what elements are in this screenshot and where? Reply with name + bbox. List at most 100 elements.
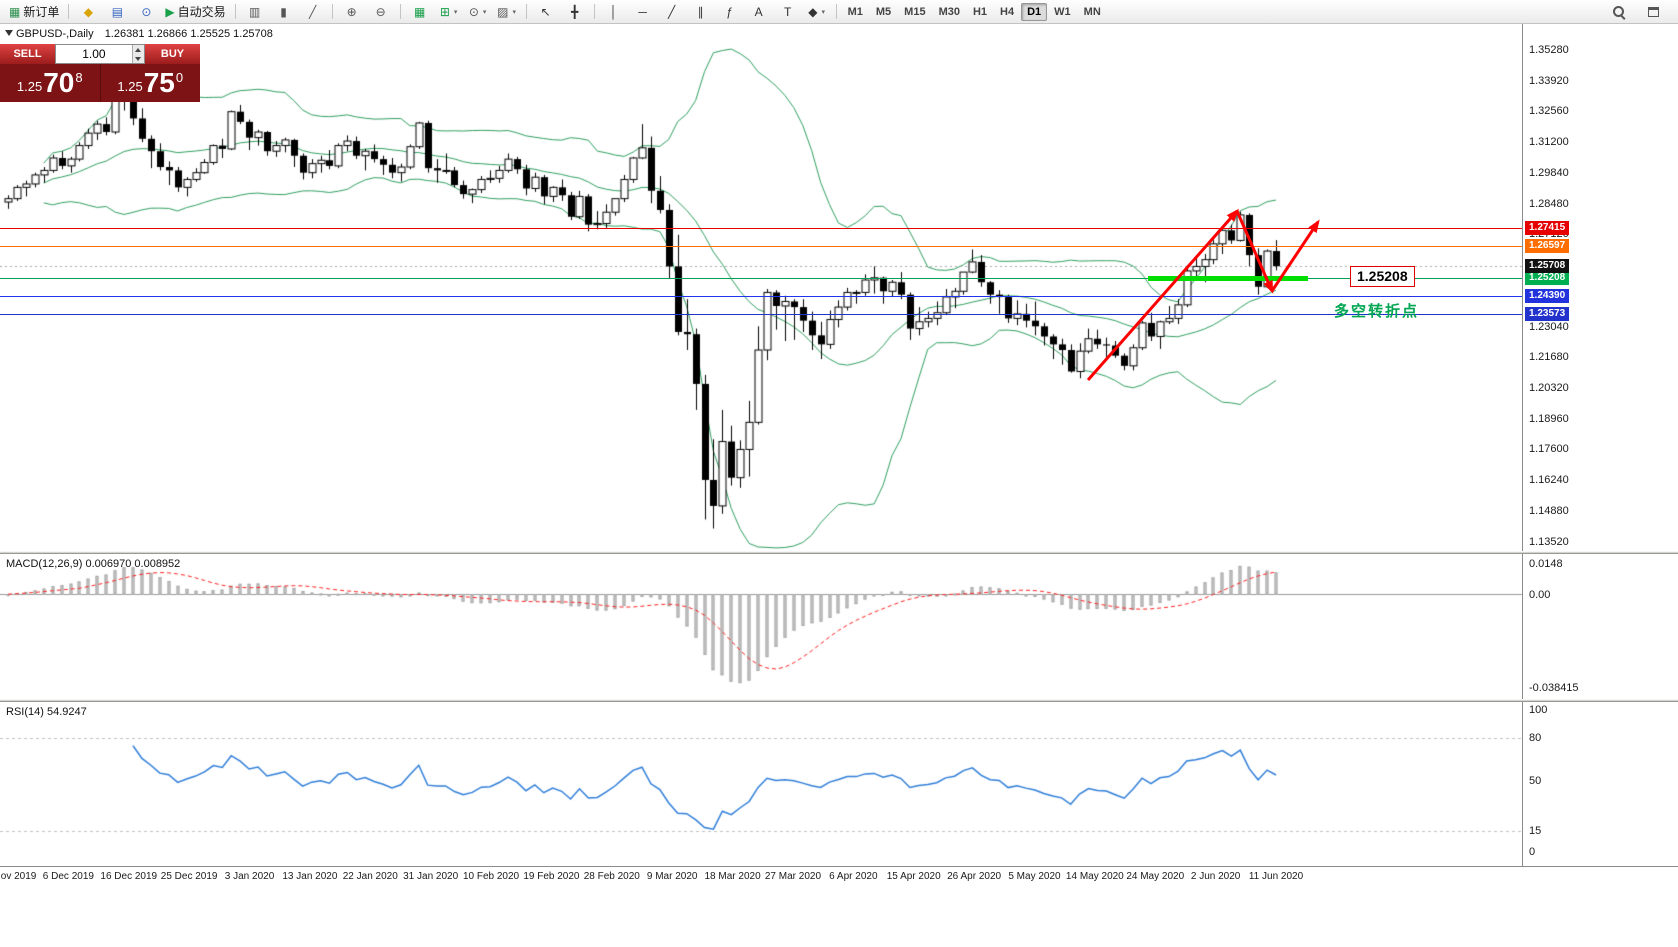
timeframe-button-M15[interactable]: M15	[904, 5, 926, 18]
toolbar-separator	[68, 4, 70, 19]
bottom-filler	[0, 886, 1678, 947]
sell-price-button[interactable]: 1.25 70 8	[0, 64, 101, 102]
panel-splitter[interactable]	[0, 699, 1678, 702]
candlestick-chart-icon[interactable]: ▮	[270, 1, 298, 23]
sell-button[interactable]: SELL	[0, 44, 55, 64]
line-chart-icon[interactable]: ╱	[299, 1, 327, 23]
buy-price-prefix: 1.25	[117, 79, 143, 94]
volume-up-button[interactable]	[132, 45, 144, 54]
cursor-icon[interactable]: ↖	[532, 1, 560, 23]
price-axis[interactable]: 1.27415 1.26597 1.25208 1.24390 1.23573 1.257…	[1522, 24, 1678, 551]
rsi-axis-label: 0	[1529, 846, 1536, 858]
x-axis-label: 16 Dec 2019	[100, 871, 158, 882]
horizontal-line-icon: ─	[638, 4, 647, 19]
vertical-line-icon: │	[609, 4, 618, 19]
tile-windows-icon[interactable]: ▦	[406, 1, 434, 23]
rsi-axis-label: 100	[1529, 704, 1548, 716]
macd-axis[interactable]: 0.0148 0.00 -0.038415	[1522, 554, 1678, 699]
y-axis-label: 1.28480	[1529, 197, 1569, 210]
candlestick-chart-icon: ▮	[280, 4, 287, 19]
main-chart-panel: GBPUSD-,Daily 1.26381 1.26866 1.25525 1.…	[0, 24, 1678, 551]
indicators-icon[interactable]: ⊞ ▾	[435, 1, 463, 23]
trendline-icon[interactable]: ╱	[658, 1, 686, 23]
y-axis-label: 1.14880	[1529, 504, 1569, 517]
timeframe-button-MN[interactable]: MN	[1083, 5, 1101, 18]
horizontal-line-1.27415[interactable]	[0, 228, 1522, 229]
trend-arrow[interactable]	[1270, 219, 1320, 292]
channel-icon: ∥	[697, 4, 704, 19]
new-order-button[interactable]: ▦ 新订单	[5, 1, 63, 23]
fibonacci-icon[interactable]: ƒ	[716, 1, 744, 23]
horizontal-line-1.24390[interactable]	[0, 296, 1522, 297]
sell-price-big: 70	[43, 67, 75, 98]
new-window-button[interactable]	[1639, 1, 1667, 23]
zoom-in-icon[interactable]: ⊕	[338, 1, 366, 23]
search-button[interactable]	[1605, 1, 1633, 23]
timeframe-button-M1[interactable]: M1	[847, 5, 863, 18]
dropdown-caret-icon: ▾	[482, 8, 487, 16]
support-line-segment[interactable]	[1148, 276, 1308, 281]
channel-icon[interactable]: ∥	[687, 1, 715, 23]
timeframe-button-M5[interactable]: M5	[875, 5, 892, 18]
timeframe-button-H4[interactable]: H4	[1000, 5, 1015, 18]
buy-price-button[interactable]: 1.25 75 0	[101, 64, 201, 102]
x-axis-label: 28 Feb 2020	[583, 871, 640, 882]
crosshair-icon[interactable]: ╋	[561, 1, 589, 23]
zoom-out-icon[interactable]: ⊖	[367, 1, 395, 23]
x-axis-label: 11 Jun 2020	[1248, 871, 1304, 882]
zoom-out-icon: ⊖	[375, 4, 386, 19]
templates-icon: ▨	[497, 4, 509, 19]
rsi-canvas[interactable]	[0, 702, 1522, 866]
horizontal-line-1.25208[interactable]	[0, 278, 1522, 279]
buy-price-sup: 0	[175, 69, 184, 85]
toolbar: ▦ 新订单 ◆ ▤ ⊙ ▶ 自动交易 ▥ ▮ ╱ ⊕ ⊖ ▦ ⊞ ▾ ⊙ ▾ ▨ ▾ ↖ ╋ │ ─ ╱ ∥ ƒ A T ◆ ▾ M1 M5…	[0, 0, 1678, 24]
label-icon[interactable]: T	[774, 1, 802, 23]
chart-ohlc: 1.26381 1.26866 1.25525 1.25708	[104, 28, 273, 40]
search-icon	[1613, 5, 1625, 18]
y-axis-label: 1.29840	[1529, 166, 1569, 179]
toolbar-separator	[835, 4, 837, 19]
chart-symbol-period: GBPUSD-,Daily	[16, 28, 94, 40]
panel-splitter[interactable]	[0, 551, 1678, 554]
shapes-icon[interactable]: ◆ ▾	[803, 1, 831, 23]
autotrade-button[interactable]: ▶ 自动交易	[161, 1, 229, 23]
one-click-panel-toggle[interactable]	[5, 30, 13, 36]
macd-canvas[interactable]	[0, 554, 1522, 699]
autotrade-icon: ▶	[165, 4, 175, 19]
x-axis-label: 3 Jan 2020	[224, 871, 275, 882]
buy-button[interactable]: BUY	[145, 44, 200, 64]
dropdown-caret-icon: ▾	[453, 8, 458, 16]
timeframe-button-W1[interactable]: W1	[1054, 5, 1071, 18]
price-callout[interactable]: 1.25208	[1350, 266, 1415, 287]
trend-arrows-layer[interactable]	[0, 24, 1522, 551]
trend-arrow[interactable]	[1235, 210, 1274, 294]
volume-input[interactable]	[56, 45, 132, 63]
timeframe-button-D1[interactable]: D1	[1021, 2, 1048, 21]
templates-icon[interactable]: ▨ ▾	[493, 1, 521, 23]
tile-windows-icon: ▦	[413, 4, 426, 19]
timeframe-button-H1[interactable]: H1	[972, 5, 988, 18]
horizontal-line-1.26597[interactable]	[0, 246, 1522, 247]
periods-icon[interactable]: ⊙ ▾	[464, 1, 492, 23]
toolbar-separator	[399, 4, 401, 19]
x-axis-label: 27 Nov 2019	[0, 871, 37, 882]
trend-arrow[interactable]	[1086, 208, 1239, 381]
volume-down-button[interactable]	[132, 54, 144, 63]
market-watch-icon[interactable]: ▤	[103, 1, 131, 23]
vertical-line-icon[interactable]: │	[600, 1, 628, 23]
navigator-icon[interactable]: ⊙	[132, 1, 160, 23]
crosshair-icon: ╋	[570, 4, 579, 19]
x-axis-label: 26 Apr 2020	[947, 871, 1002, 882]
horizontal-line-icon[interactable]: ─	[629, 1, 657, 23]
cursor-icon: ↖	[540, 4, 551, 19]
rsi-axis[interactable]: 100 80 50 15 0	[1522, 702, 1678, 866]
bar-chart-icon[interactable]: ▥	[241, 1, 269, 23]
timeframe-button-M30[interactable]: M30	[938, 5, 960, 18]
x-axis-label: 15 Apr 2020	[886, 871, 941, 882]
horizontal-line-1.23573[interactable]	[0, 314, 1522, 315]
metaeditor-icon[interactable]: ◆	[74, 1, 102, 23]
text-icon[interactable]: A	[745, 1, 773, 23]
y-axis-label: 1.23040	[1529, 320, 1569, 333]
turning-point-annotation[interactable]: 多空转折点	[1334, 303, 1420, 320]
